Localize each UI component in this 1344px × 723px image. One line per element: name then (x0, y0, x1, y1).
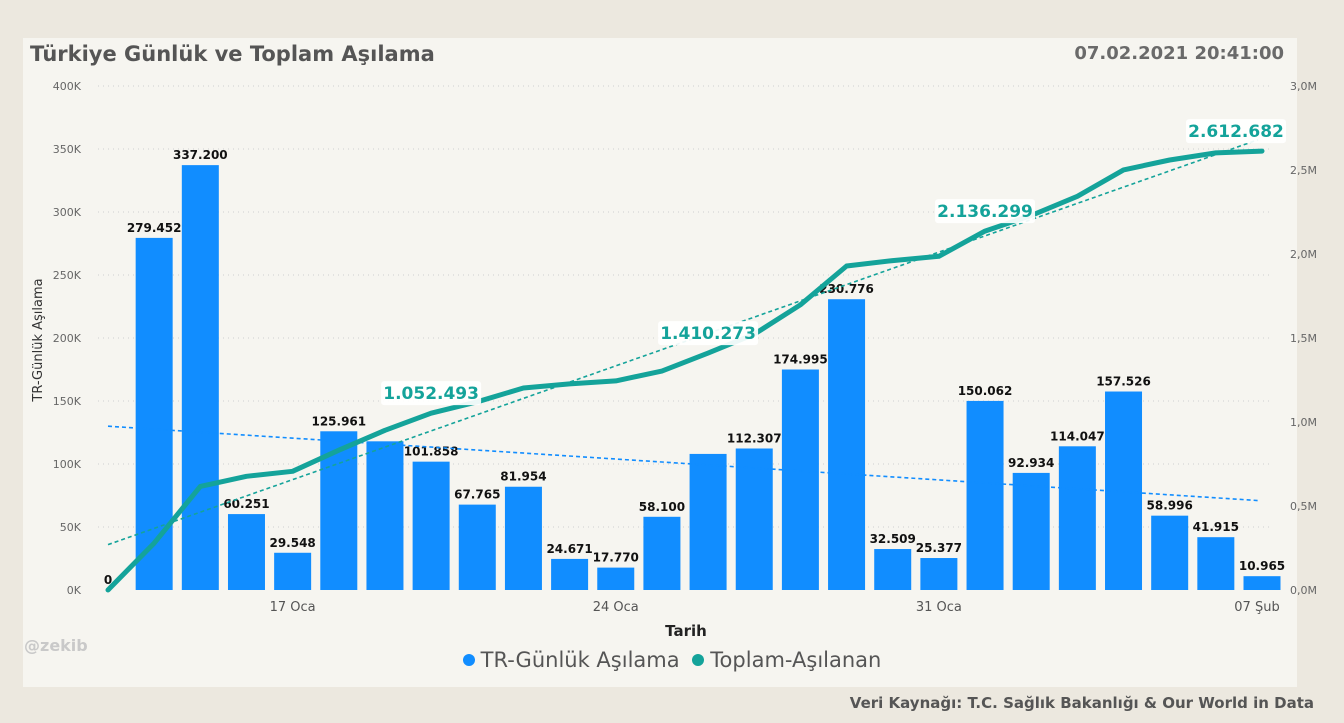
bar-data-label: 67.765 (454, 488, 500, 502)
y-axis-label: TR-Günlük Aşılama (31, 278, 46, 402)
bar (689, 453, 727, 590)
bar-data-label: 81.954 (500, 470, 546, 484)
chart-title: Türkiye Günlük ve Toplam Aşılama (30, 42, 435, 66)
bar (504, 486, 542, 590)
y-tick-label: 400K (53, 80, 82, 93)
bar (274, 552, 312, 590)
bar-data-label: 230.776 (819, 282, 874, 296)
annotation-label: 2.612.682 (1188, 122, 1284, 142)
bar-data-label: 157.526 (1096, 375, 1151, 389)
bar-data-label: 174.995 (773, 353, 828, 367)
bar (597, 567, 635, 590)
legend-label: TR-Günlük Aşılama (480, 648, 680, 672)
bar (1012, 472, 1050, 590)
bar-data-label: 41.915 (1193, 520, 1239, 534)
data-source: Veri Kaynağı: T.C. Sağlık Bakanlığı & Ou… (849, 694, 1314, 712)
x-axis-label: Tarih (665, 622, 707, 640)
bar-data-label: 150.062 (958, 384, 1013, 398)
y-tick-label: 0K (67, 584, 82, 597)
y-tick-label: 100K (53, 458, 82, 471)
bar (1197, 537, 1235, 590)
y2-tick-label: 0,0M (1290, 584, 1317, 597)
x-axis: 17 Oca 24 Oca 31 Oca 07 Şub (270, 600, 1280, 615)
bar (1105, 391, 1143, 590)
annotation-box (1186, 119, 1286, 144)
annotation-box (381, 381, 482, 406)
bar (1151, 515, 1189, 590)
bar (920, 558, 958, 590)
x-tick-label: 31 Oca (916, 600, 962, 615)
legend-item-total[interactable]: Toplam-Aşılanan (692, 648, 881, 672)
y2-tick-label: 2,0M (1290, 248, 1317, 261)
bar (458, 504, 496, 590)
gridlines (98, 85, 1272, 528)
bar (1058, 446, 1096, 590)
y-tick-label: 200K (53, 332, 82, 345)
bar-data-label: 24.671 (546, 542, 592, 556)
bar (828, 299, 866, 590)
bar (966, 400, 1004, 590)
y2-tick-label: 1,5M (1290, 332, 1317, 345)
bar (1243, 576, 1281, 590)
annotation-label: 2.136.299 (937, 202, 1033, 222)
bar-data-label: 10.965 (1239, 559, 1285, 573)
annotation-label: 1.410.273 (660, 324, 756, 344)
legend-dot-icon (692, 654, 705, 666)
legend-dot-icon (462, 654, 475, 666)
x-tick-label: 24 Oca (593, 600, 639, 615)
x-tick-label: 17 Oca (270, 600, 316, 615)
annotation-label: 1.052.493 (383, 384, 479, 404)
bar-data-label: 114.047 (1050, 429, 1105, 443)
bar-data-label: 60.251 (223, 497, 269, 511)
x-tick-label: 07 Şub (1234, 600, 1279, 615)
bar (412, 461, 450, 590)
legend: TR-Günlük Aşılama Toplam-Aşılanan (0, 648, 1344, 672)
annotations: 1.052.493 1.410.273 2.136.299 2.612.682 (381, 119, 1286, 406)
watermark: @zekib (24, 636, 88, 655)
bar (874, 549, 912, 590)
bar (366, 441, 404, 590)
y-tick-label: 150K (53, 395, 82, 408)
bar-data-label: 17.770 (593, 551, 639, 565)
bar-data-label: 0 (104, 573, 112, 587)
y-axis-right: 0,0M 0,5M 1,0M 1,5M 2,0M 2,5M 3,0M (1290, 80, 1317, 597)
y-axis-left: 0K 50K 100K 150K 200K 250K 300K 350K 400K (53, 80, 82, 597)
legend-item-daily[interactable]: TR-Günlük Aşılama (462, 648, 680, 672)
bar-data-label: 32.509 (870, 532, 916, 546)
bar-data-label: 58.996 (1147, 499, 1193, 513)
y2-tick-label: 3,0M (1290, 80, 1317, 93)
line-series (105, 148, 1265, 593)
y-tick-label: 350K (53, 143, 82, 156)
bar-data-label: 279.452 (127, 221, 182, 235)
y2-tick-label: 0,5M (1290, 500, 1317, 513)
trendline-daily (107, 425, 1259, 502)
bar (551, 558, 589, 590)
bar-data-label: 125.961 (311, 414, 366, 428)
timestamp: 07.02.2021 20:41:00 (1074, 43, 1284, 64)
y-tick-label: 50K (60, 521, 82, 534)
bar-data-label: 112.307 (727, 431, 782, 445)
bar (781, 369, 819, 590)
bar-data-label: 337.200 (173, 148, 228, 162)
bar-series: 0279.452337.20060.25129.548125.961101.85… (104, 148, 1285, 591)
bar (181, 165, 219, 591)
annotation-box (658, 321, 759, 346)
bar (227, 514, 265, 590)
bar-data-label: 92.934 (1008, 456, 1054, 470)
y2-tick-label: 1,0M (1290, 416, 1317, 429)
bar (135, 237, 173, 590)
bar-data-label: 29.548 (269, 536, 315, 550)
y-tick-label: 300K (53, 206, 82, 219)
bar-data-label: 25.377 (916, 541, 962, 555)
bar (735, 448, 773, 590)
bar (643, 516, 681, 590)
y-tick-label: 250K (53, 269, 82, 282)
bar-data-label: 58.100 (639, 500, 685, 514)
line-total-vaccinated (105, 148, 1265, 593)
annotation-box (935, 199, 1036, 224)
legend-label: Toplam-Aşılanan (710, 648, 882, 672)
y2-tick-label: 2,5M (1290, 164, 1317, 177)
